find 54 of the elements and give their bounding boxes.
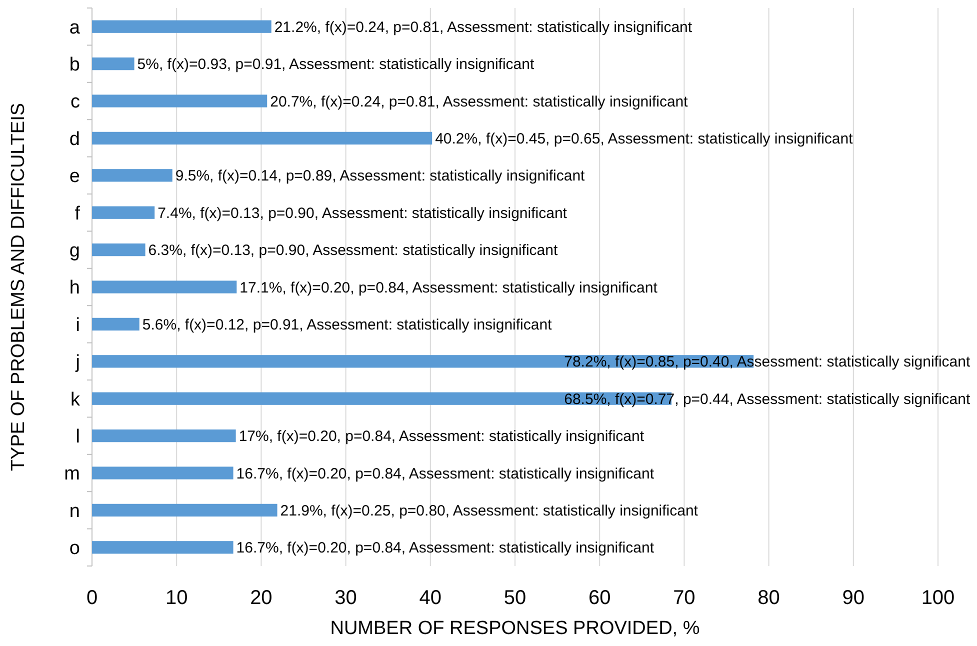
x-axis-title: NUMBER OF RESPONSES PROVIDED, % xyxy=(330,618,700,639)
bar xyxy=(92,169,172,182)
y-tick-label: o xyxy=(69,538,80,560)
data-label: 16.7%, f(x)=0.20, p=0.84, Assessment: statistically insignificant xyxy=(236,465,655,482)
y-tick-label: i xyxy=(76,314,80,336)
bar xyxy=(92,504,278,517)
y-tick-label: g xyxy=(69,240,80,262)
x-tick-label: 80 xyxy=(758,587,780,609)
bar xyxy=(92,280,237,294)
bar xyxy=(92,243,146,256)
x-tick-label: 30 xyxy=(334,587,357,609)
x-tick-label: 90 xyxy=(842,587,865,609)
x-tick-label: 10 xyxy=(165,587,188,609)
y-tick-label: d xyxy=(69,128,80,150)
data-label: 17%, f(x)=0.20, p=0.84, Assessment: statistically insignificant xyxy=(238,428,645,446)
data-label: 6.3%, f(x)=0.13, p=0.90, Assessment: statistically insignificant xyxy=(148,242,558,260)
y-tick-label: l xyxy=(76,426,80,448)
y-tick-label: a xyxy=(69,17,80,38)
data-label: 7.4%, f(x)=0.13, p=0.90, Assessment: statistically insignificant xyxy=(158,204,568,222)
data-label: 20.7%, f(x)=0.24, p=0.81, Assessment: statistically insignificant xyxy=(270,93,689,110)
y-tick-label: m xyxy=(64,464,80,485)
y-tick-label: f xyxy=(74,203,81,224)
data-label: 17.1%, f(x)=0.20, p=0.84, Assessment: statistically insignificant xyxy=(240,279,658,296)
y-tick-label: b xyxy=(69,54,80,76)
x-tick-label: 0 xyxy=(86,587,98,609)
bar xyxy=(92,466,234,480)
data-label: 9.5%, f(x)=0.14, p=0.89, Assessment: statistically insignificant xyxy=(175,168,586,185)
y-tick-label: k xyxy=(70,389,80,410)
x-tick-label: 100 xyxy=(921,587,955,609)
bar xyxy=(92,57,134,70)
x-tick-label: 70 xyxy=(673,587,696,609)
bar xyxy=(92,94,268,108)
data-label: 40.2%, f(x)=0.45, p=0.65, Assessment: statistically insignificant xyxy=(435,130,854,148)
bar xyxy=(92,318,140,331)
data-label: 21.2%, f(x)=0.24, p=0.81, Assessment: statistically insignificant xyxy=(274,18,693,36)
bar xyxy=(92,132,432,145)
y-tick-label: n xyxy=(69,500,80,522)
x-tick-label: 50 xyxy=(504,587,526,609)
y-tick-label: c xyxy=(70,92,80,113)
data-label: 21.9%, f(x)=0.25, p=0.80, Assessment: statistically insignificant xyxy=(280,502,699,520)
y-tick-label: j xyxy=(74,352,80,374)
y-tick-label: h xyxy=(69,278,80,299)
x-tick-label: 60 xyxy=(588,587,611,609)
data-label: 16.7%, f(x)=0.20, p=0.84, Assessment: statistically insignificant xyxy=(236,540,655,557)
bar xyxy=(92,541,234,554)
bar xyxy=(92,429,236,442)
data-label: 5%, f(x)=0.93, p=0.91, Assessment: statistically insignificant xyxy=(137,56,535,74)
y-tick-label: e xyxy=(69,166,80,188)
x-tick-label: 20 xyxy=(250,587,272,609)
x-tick-label: 40 xyxy=(419,587,442,609)
data-label: 5.6%, f(x)=0.12, p=0.91, Assessment: statistically insignificant xyxy=(142,316,553,334)
y-axis-title: TYPE OF PROBLEMS AND DIFFICULTEIS xyxy=(8,102,29,472)
bar xyxy=(92,206,155,219)
bar xyxy=(92,20,272,33)
